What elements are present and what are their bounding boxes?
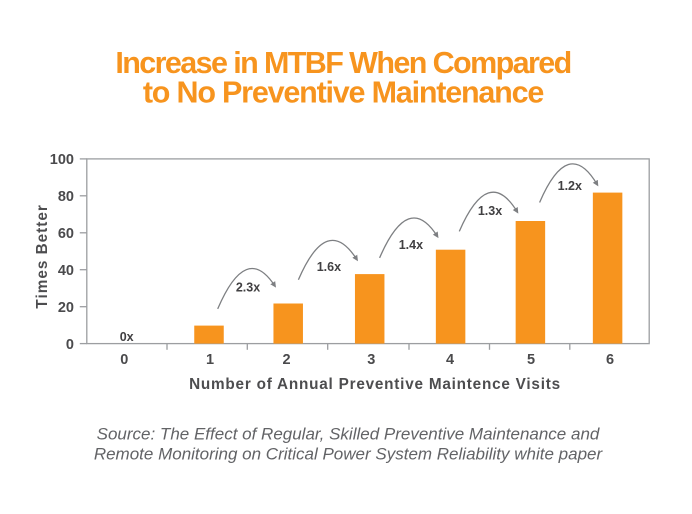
svg-text:5: 5 <box>527 352 535 368</box>
svg-text:100: 100 <box>50 152 74 168</box>
svg-text:20: 20 <box>58 300 74 316</box>
svg-text:1.6x: 1.6x <box>317 260 341 274</box>
svg-text:3: 3 <box>367 352 375 368</box>
svg-text:1.4x: 1.4x <box>399 238 423 252</box>
svg-text:60: 60 <box>58 226 74 242</box>
svg-text:0: 0 <box>120 352 128 368</box>
svg-text:0: 0 <box>66 337 74 353</box>
svg-text:4: 4 <box>446 352 454 368</box>
svg-text:6: 6 <box>606 352 614 368</box>
svg-text:to No Preventive Maintenance: to No Preventive Maintenance <box>143 75 544 109</box>
svg-text:1: 1 <box>206 352 214 368</box>
svg-text:Number of Annual Preventive Ma: Number of Annual Preventive Maintence Vi… <box>189 376 561 393</box>
svg-text:1.3x: 1.3x <box>478 204 502 218</box>
svg-text:40: 40 <box>58 263 74 279</box>
svg-text:1.2x: 1.2x <box>558 179 582 193</box>
svg-text:0x: 0x <box>120 330 134 344</box>
svg-text:Times Better: Times Better <box>34 204 51 308</box>
svg-text:Increase in MTBF When Compared: Increase in MTBF When Compared <box>115 46 570 80</box>
svg-text:2.3x: 2.3x <box>236 281 260 295</box>
svg-text:80: 80 <box>58 189 74 205</box>
svg-text:Source: The Effect of Regular,: Source: The Effect of Regular, Skilled P… <box>97 424 600 443</box>
svg-text:Remote Monitoring on Critical: Remote Monitoring on Critical Power Syst… <box>94 445 604 464</box>
svg-text:2: 2 <box>282 352 290 368</box>
